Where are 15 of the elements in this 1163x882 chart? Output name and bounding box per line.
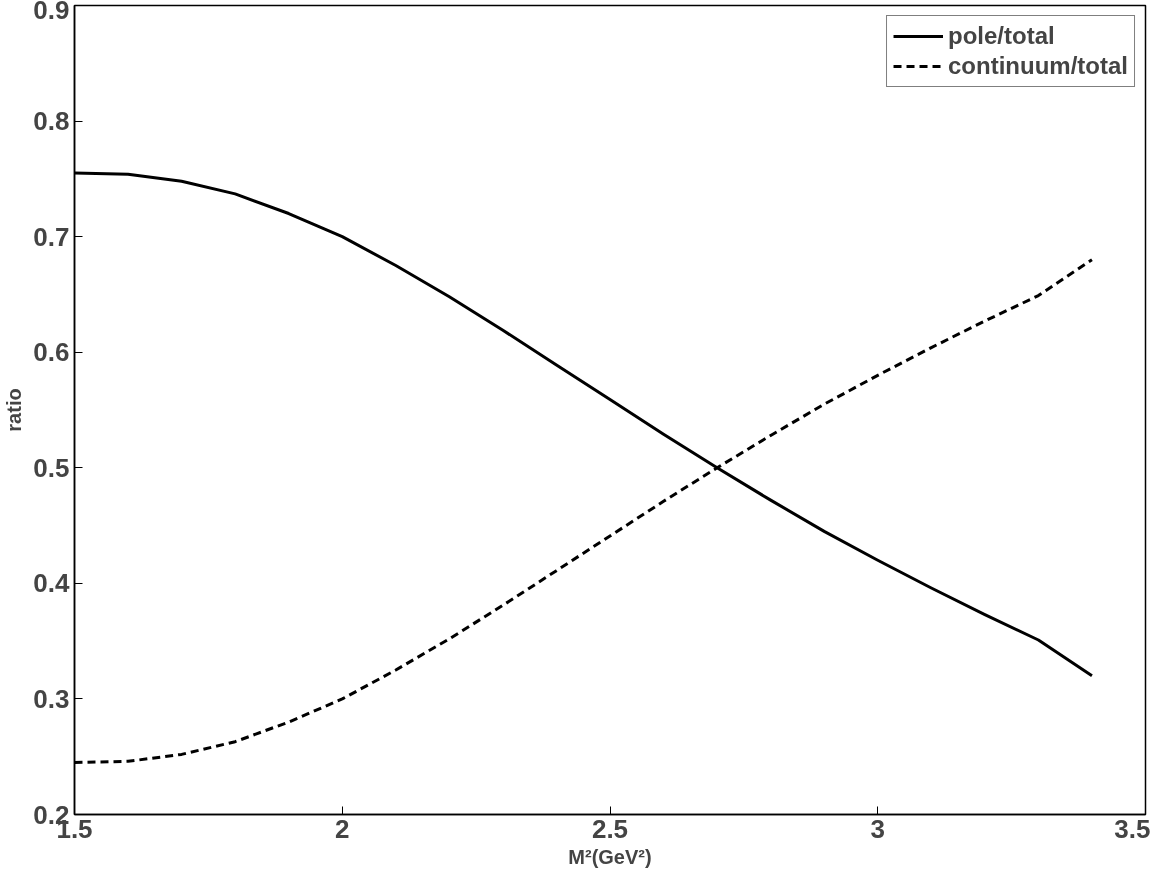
legend-label: continuum/total [948, 52, 1128, 80]
y-tick-label: 0.6 [33, 337, 70, 368]
x-tick-label: 2 [335, 813, 350, 844]
x-axis-title: M²(GeV²) [568, 845, 652, 868]
x-tick-label: 3.5 [1114, 813, 1151, 844]
y-tick-label: 0.7 [33, 221, 70, 252]
y-tick-label: 0.5 [33, 452, 70, 483]
y-tick-label: 0.3 [33, 683, 70, 714]
x-tick-label: 3 [870, 813, 885, 844]
legend-label: pole/total [948, 22, 1055, 50]
x-tick-label: 2.5 [591, 813, 629, 844]
y-tick-label: 0.8 [33, 106, 70, 137]
y-tick-label: 0.4 [33, 568, 71, 599]
y-tick-label: 0.9 [33, 0, 70, 25]
y-axis-title: ratio [3, 388, 26, 432]
